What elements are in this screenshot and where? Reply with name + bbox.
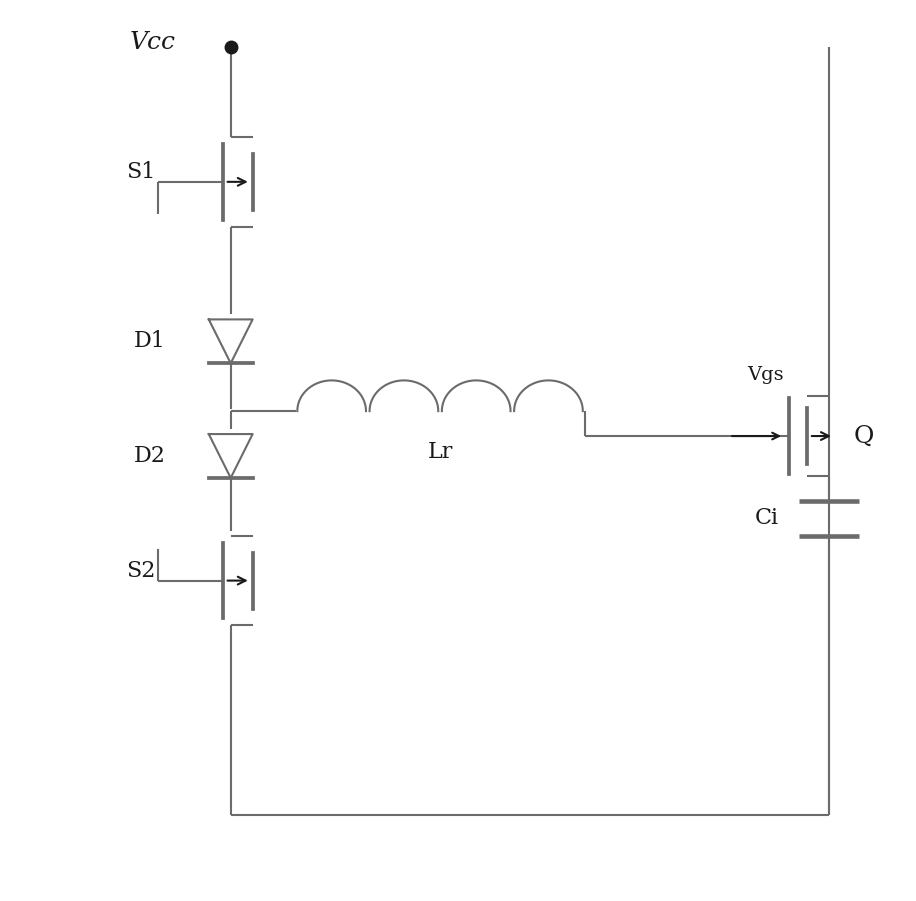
Text: Ci: Ci [755, 507, 779, 529]
Text: Q: Q [854, 424, 874, 448]
Text: Lr: Lr [428, 441, 453, 463]
Text: S2: S2 [126, 560, 156, 582]
Text: D2: D2 [134, 445, 166, 467]
Text: Vgs: Vgs [747, 366, 784, 384]
Text: Vcc: Vcc [130, 31, 176, 54]
Text: D1: D1 [134, 331, 166, 352]
Text: S1: S1 [126, 161, 156, 183]
